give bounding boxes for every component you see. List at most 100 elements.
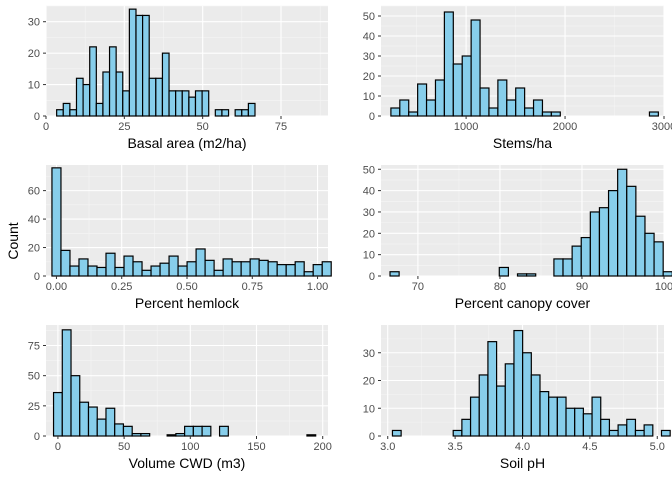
- histogram-bar: [168, 90, 177, 117]
- histogram-bar: [240, 261, 251, 277]
- histogram-bar: [128, 8, 137, 117]
- panel-3: 0.00 0.25 0.50 0.75 1.00 0 20 40 60 Percent hemlo…: [28, 165, 332, 311]
- histogram-bar: [461, 418, 472, 437]
- histogram-bar: [526, 273, 537, 277]
- panel-1: 0 25 50 75 0 10 20 30 Basal area (m2/ha): [28, 5, 328, 151]
- histogram-bar: [181, 90, 190, 117]
- x-tick-label: 4.5: [582, 441, 597, 453]
- histogram-bar: [530, 374, 541, 437]
- x-tick-label: 1.00: [307, 281, 328, 293]
- histogram-bar: [391, 429, 402, 437]
- histogram-bar: [122, 425, 133, 437]
- histogram-bar: [195, 248, 206, 277]
- histogram-bar: [562, 258, 573, 277]
- histogram-bar: [617, 424, 628, 437]
- x-tick-label: 0.00: [46, 281, 67, 293]
- y-tick-label: 20: [363, 71, 375, 83]
- x-tick-label: 0.25: [111, 281, 132, 293]
- histogram-bar: [470, 19, 481, 117]
- histogram-bar: [231, 261, 242, 277]
- x-tick-label: 5.0: [650, 441, 665, 453]
- histogram-bar: [141, 269, 152, 277]
- histogram-bar: [96, 266, 107, 277]
- histogram-bar: [626, 185, 637, 277]
- histogram-bar: [102, 71, 111, 117]
- histogram-bar: [515, 87, 526, 117]
- histogram-bar: [312, 264, 323, 277]
- histogram-bar: [306, 434, 317, 437]
- histogram-bar: [443, 11, 454, 117]
- histogram-bar: [522, 352, 532, 437]
- panel-6: 3.0 3.5 4.0 4.5 5.0 0 10 20 30 Soil pH: [363, 325, 671, 471]
- histogram-bar: [218, 425, 229, 437]
- histogram-bar: [553, 258, 564, 277]
- y-tick-label: 50: [363, 11, 375, 23]
- histogram-bar: [61, 329, 72, 437]
- x-tick-label: 1000: [454, 121, 478, 133]
- histogram-bar: [142, 14, 150, 117]
- y-tick-label: 0: [34, 111, 40, 123]
- x-tick-label: 0.50: [176, 281, 197, 293]
- histogram-bar: [591, 396, 602, 437]
- y-tick-label: 0: [34, 271, 40, 283]
- y-tick-label: 30: [28, 17, 40, 29]
- histogram-bar: [168, 255, 179, 277]
- histogram-bar: [417, 83, 428, 117]
- histogram-bar: [140, 432, 151, 437]
- histogram-bar: [221, 109, 230, 117]
- histogram-bar: [175, 432, 186, 437]
- histogram-bar: [177, 265, 188, 277]
- histogram-bar: [600, 418, 611, 437]
- y-tick-label: 20: [363, 376, 375, 388]
- x-axis-title: Basal area (m2/ha): [127, 135, 246, 151]
- histogram-bar: [556, 396, 567, 437]
- y-tick-label: 30: [363, 348, 375, 360]
- histogram-bar: [132, 261, 143, 277]
- y-tick-label: 25: [28, 401, 40, 413]
- y-tick-label: 20: [28, 243, 40, 255]
- y-tick-label: 20: [28, 48, 40, 60]
- histogram-bar: [399, 99, 410, 117]
- histogram-bar: [571, 245, 582, 277]
- histogram-bar: [213, 269, 224, 277]
- histogram-bar: [539, 391, 550, 437]
- y-tick-label: 10: [363, 250, 375, 262]
- histogram-bar: [276, 264, 287, 277]
- histogram-bar: [69, 265, 80, 277]
- histogram-bar: [504, 363, 515, 437]
- histogram-bar: [201, 90, 210, 117]
- histogram-bar: [548, 396, 558, 437]
- y-tick-label: 10: [363, 91, 375, 103]
- histogram-bar: [105, 407, 116, 437]
- y-tick-label: 75: [28, 341, 40, 353]
- histogram-bar: [222, 258, 233, 277]
- x-tick-label: 50: [118, 441, 130, 453]
- y-tick-label: 0: [369, 111, 375, 123]
- histogram-bar: [247, 102, 256, 117]
- histogram-bar: [488, 107, 499, 117]
- histogram-bar: [497, 79, 508, 117]
- y-tick-label: 40: [363, 186, 375, 198]
- histogram-bar: [204, 259, 215, 277]
- histogram-bar: [241, 109, 249, 117]
- x-tick-label: 50: [197, 121, 209, 133]
- histogram-bar: [425, 99, 437, 117]
- histogram-bar: [321, 261, 332, 277]
- histogram-bar: [105, 252, 116, 277]
- histogram-bar: [155, 77, 164, 117]
- histogram-bar: [82, 83, 91, 117]
- histogram-bar: [114, 266, 125, 277]
- histogram-bar: [95, 102, 104, 117]
- histogram-bar: [62, 102, 71, 117]
- histogram-bar: [452, 63, 463, 117]
- histogram-bar: [87, 406, 98, 437]
- x-tick-label: 3.0: [380, 441, 395, 453]
- histogram-bar: [635, 215, 646, 277]
- histogram-bar: [389, 271, 400, 277]
- panel-4: 70 80 90 100 0 10 20 30 40 50 Percent canopy cover: [363, 164, 672, 311]
- histogram-bar: [653, 241, 664, 277]
- histogram-bar: [434, 79, 445, 117]
